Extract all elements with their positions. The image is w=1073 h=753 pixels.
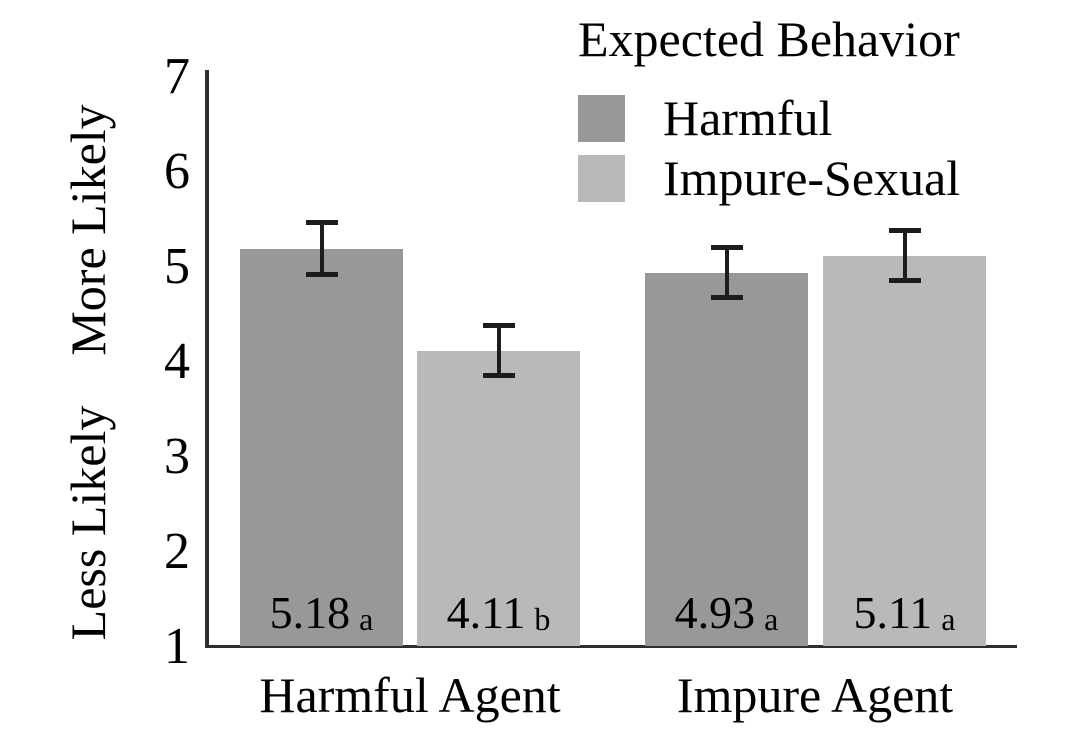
legend: Expected Behavior Harmful Impure-Sexual — [578, 10, 960, 208]
bar-value-label: 4.93 — [674, 587, 756, 638]
bar-impure-agent-impure-sexual: 5.11 a — [823, 228, 986, 646]
bar-label: 4.11 b — [417, 590, 580, 636]
y-tick-label-2: 2 — [164, 523, 190, 580]
x-category-impure-agent: Impure Agent — [676, 667, 954, 723]
bar-value-label: 5.18 — [269, 587, 351, 638]
y-tick-label-5: 5 — [164, 238, 190, 295]
error-bar — [496, 323, 501, 379]
bar-value-label: 4.11 — [446, 587, 526, 638]
x-axis-line — [205, 645, 1017, 648]
y-axis-label-less-likely: Less Likely — [60, 405, 116, 641]
bar-harmful-agent-harmful: 5.18 a — [240, 220, 403, 646]
error-bar — [319, 220, 324, 278]
bar-label: 5.11 a — [823, 590, 986, 636]
legend-title: Expected Behavior — [578, 11, 960, 67]
bar-sig-letter: a — [359, 601, 374, 637]
bar-label: 5.18 a — [240, 590, 403, 636]
legend-swatch-harmful — [578, 94, 625, 142]
bar-impure-agent-harmful: 4.93 a — [645, 245, 808, 646]
bar-harmful-agent-impure-sexual: 4.11 b — [417, 323, 580, 646]
bar-sig-letter: a — [764, 601, 779, 637]
bar-sig-letter: b — [534, 601, 551, 637]
legend-item-impure-sexual: Impure-Sexual — [578, 148, 960, 208]
legend-label-impure-sexual: Impure-Sexual — [663, 150, 961, 206]
y-tick-label-7: 7 — [164, 48, 190, 105]
legend-swatch-impure-sexual — [578, 154, 625, 202]
bar-value-label: 5.11 — [853, 587, 933, 638]
y-tick-label-1: 1 — [164, 618, 190, 675]
bar-sig-letter: a — [941, 601, 956, 637]
y-tick-label-3: 3 — [164, 428, 190, 485]
error-bar — [724, 245, 729, 301]
y-tick-label-6: 6 — [164, 143, 190, 200]
x-category-harmful-agent: Harmful Agent — [259, 667, 561, 723]
y-axis-line — [205, 70, 209, 648]
legend-item-harmful: Harmful — [578, 88, 960, 148]
legend-label-harmful: Harmful — [663, 90, 833, 146]
y-tick-label-4: 4 — [164, 333, 190, 390]
error-bar — [902, 228, 907, 284]
y-axis-label-more-likely: More Likely — [60, 104, 116, 356]
bar-label: 4.93 a — [645, 590, 808, 636]
